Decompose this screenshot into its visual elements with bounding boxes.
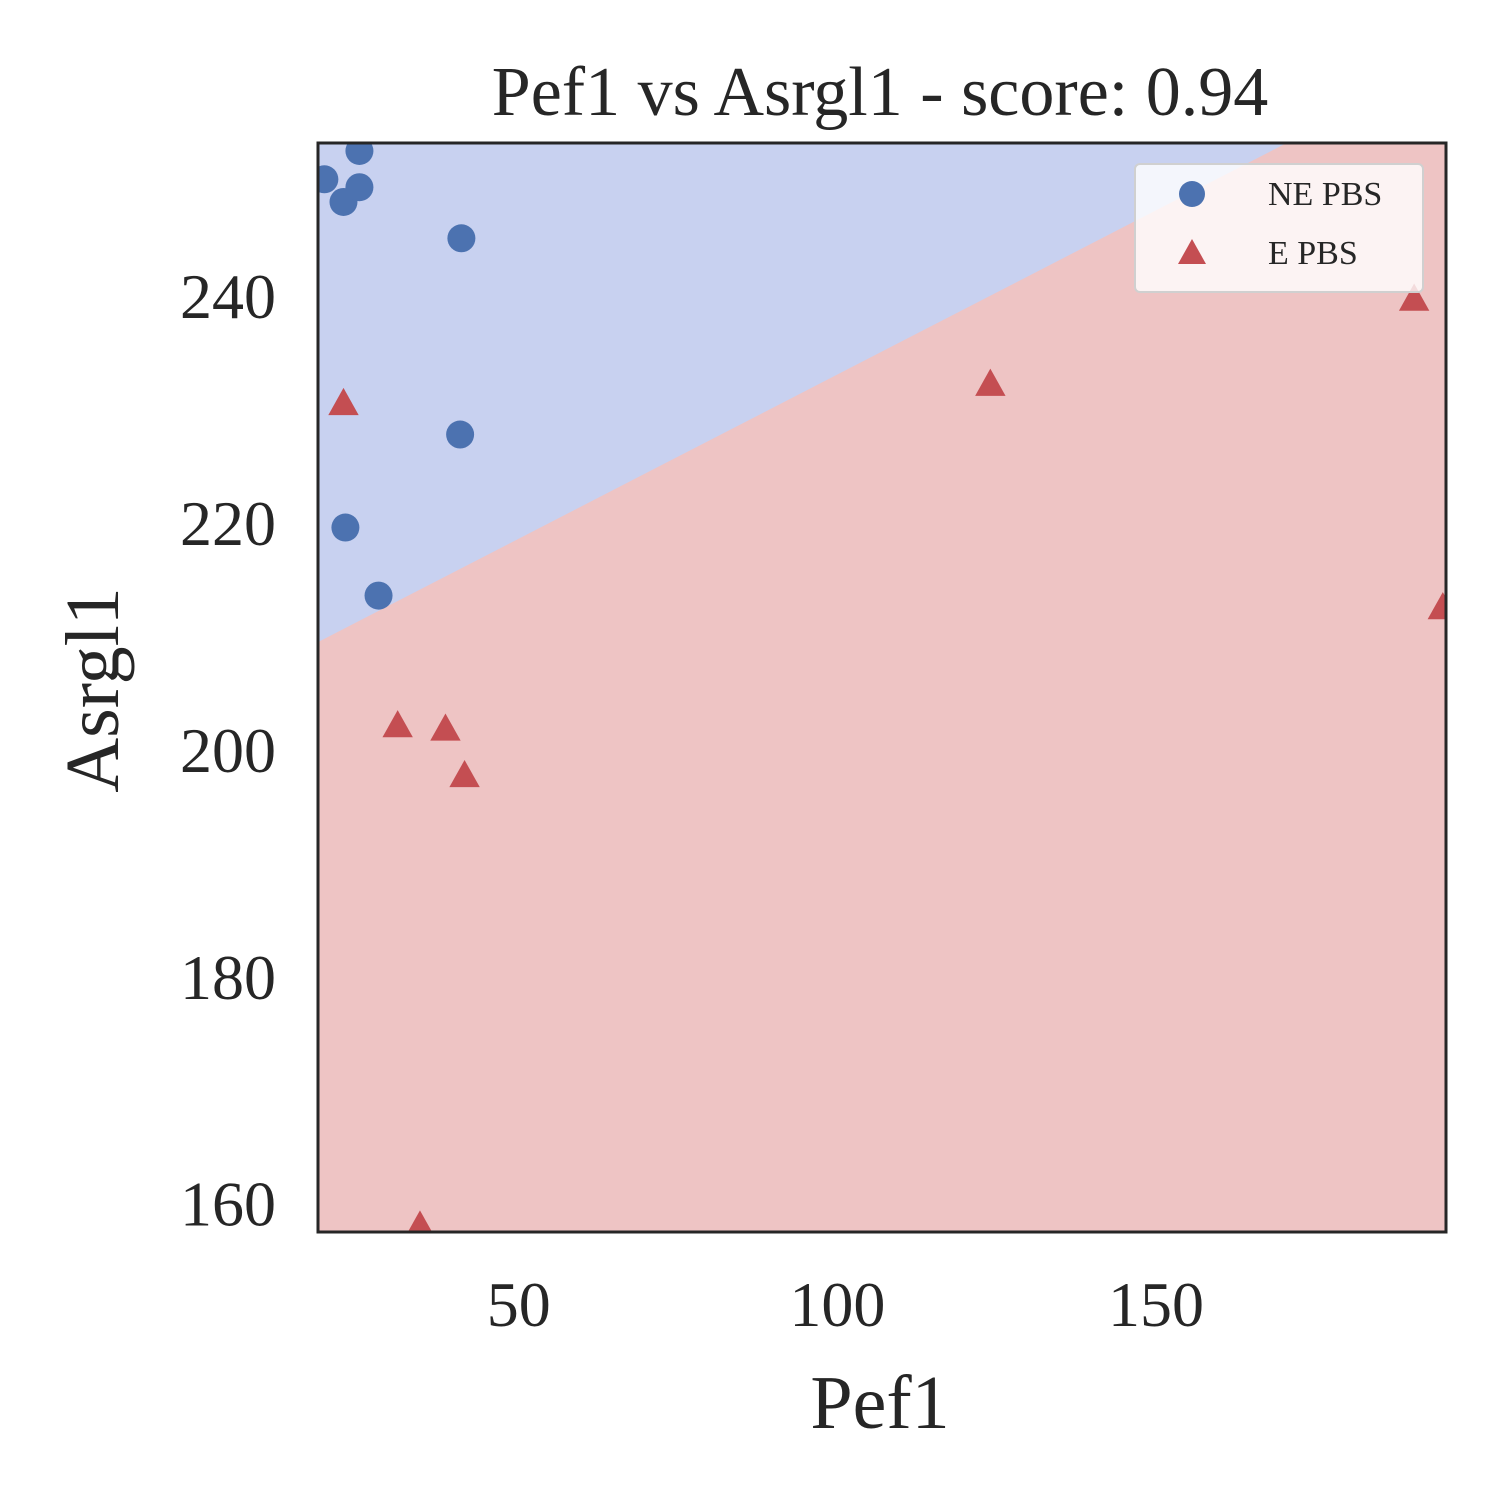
e-pbs-point-5 [975,368,1006,396]
legend: NE PBS E PBS [1134,163,1424,293]
e-pbs-point-7 [1427,592,1446,620]
legend-marker-1 [1178,239,1206,264]
ne-pbs-point-7 [364,581,393,610]
region-above [318,143,1287,643]
ne-pbs-point-0 [318,165,339,194]
e-pbs-point-0 [328,387,359,416]
plot-area [318,143,1446,1232]
x-tick-label-150: 150 [1108,1269,1204,1340]
ne-pbs-point-5 [446,420,475,449]
y-tick-label-240: 240 [180,261,276,332]
e-pbs-point-3 [449,759,480,788]
y-tick-label-200: 200 [180,715,276,786]
e-pbs-point-4 [407,1210,433,1232]
e-pbs-point-2 [430,713,461,741]
legend-label-1: E PBS [1268,235,1358,272]
x-axis-label: Pef1 [810,1361,949,1445]
ne-pbs-point-3 [345,173,374,202]
y-tick-label-220: 220 [180,488,276,559]
x-tick-label-50: 50 [487,1269,551,1340]
x-tick-label-100: 100 [789,1269,885,1340]
y-axis-label: Asrgl1 [51,587,135,793]
legend-label-0: NE PBS [1268,176,1382,213]
e-pbs-point-1 [382,710,413,738]
legend-marker-0 [1179,181,1205,207]
e-pbs-point-6 [1398,283,1430,311]
legend-box [1134,163,1424,293]
y-axis-ticks: 160 180 200 220 240 [180,261,276,1240]
ne-pbs-point-2 [345,143,374,165]
data-points [318,143,1446,1232]
y-tick-label-160: 160 [180,1169,276,1240]
plot-frame [316,141,1448,1234]
x-axis-ticks: 50 100 150 [487,1269,1204,1340]
ne-pbs-point-6 [331,513,360,542]
ne-pbs-point-4 [447,224,476,253]
y-tick-label-180: 180 [180,942,276,1013]
chart-title: Pef1 vs Asrgl1 - score: 0.94 [492,54,1268,131]
